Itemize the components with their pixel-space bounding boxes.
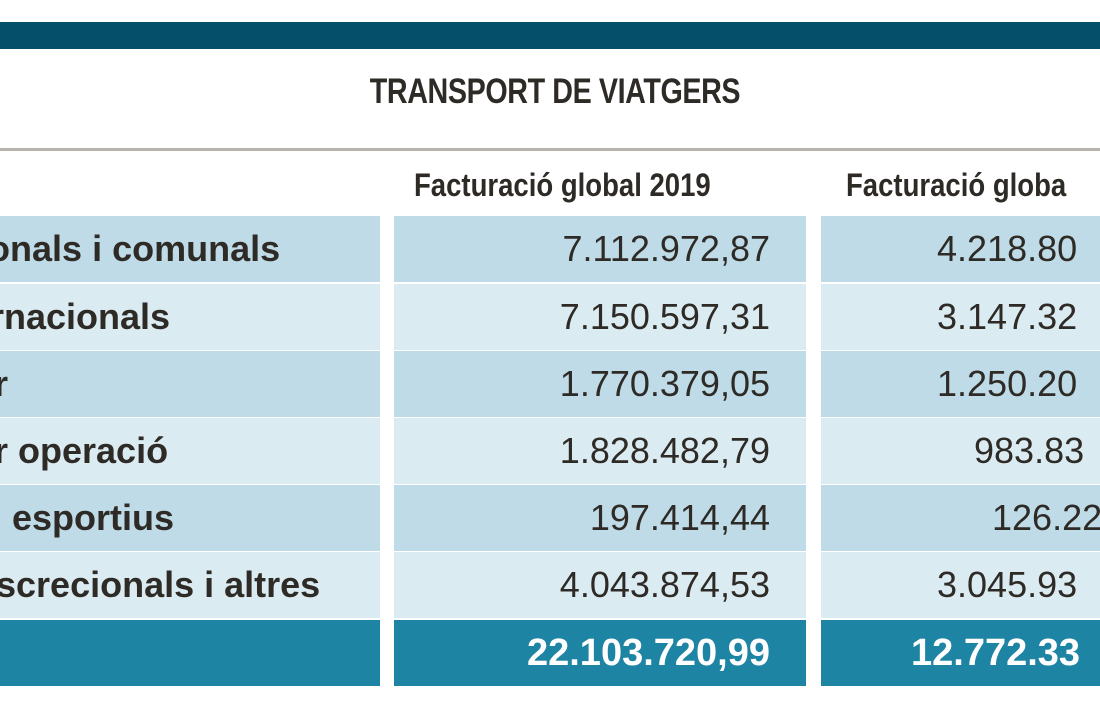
column-header-2020: Facturació globa (846, 167, 1067, 203)
total-value-2020: 12.772.33 (911, 632, 1081, 674)
row-value-2019: 4.043.874,53 (394, 552, 806, 618)
total-row: 22.103.720,99 12.772.33 (0, 620, 1100, 686)
row-value-2020-cell: 983.83 (821, 418, 1100, 484)
row-value-2020-cell: 4.218.80 (821, 216, 1100, 282)
column-header-2019: Facturació global 2019 (414, 167, 711, 203)
table-row: screcionals i altres 4.043.874,53 3.045.… (0, 552, 1100, 618)
table-row: acionals i comunals 7.112.972,87 4.218.8… (0, 216, 1100, 282)
total-label-cell (0, 620, 380, 686)
row-value-2020: 4.218.80 (937, 228, 1078, 269)
row-value-2020: 126.22 (992, 497, 1100, 538)
row-value-2019: 7.112.972,87 (394, 216, 806, 282)
row-label: ternacionals (0, 284, 380, 350)
total-value-2019: 22.103.720,99 (394, 620, 806, 686)
row-value-2020-cell: 1.250.20 (821, 351, 1100, 417)
header-divider (0, 148, 1100, 151)
row-value-2020-cell: 126.22 (821, 485, 1100, 551)
total-value-2020-cell: 12.772.33 (821, 620, 1100, 686)
row-value-2020: 983.83 (974, 430, 1085, 471)
row-value-2020: 3.147.32 (937, 296, 1078, 337)
table-row: r operació 1.828.482,79 983.83 (0, 418, 1100, 484)
table-row: esportius 197.414,44 126.22 (0, 485, 1100, 551)
row-value-2020: 1.250.20 (937, 363, 1078, 404)
row-value-2020-cell: 3.045.93 (821, 552, 1100, 618)
table-title: TRANSPORT DE VIATGERS (369, 72, 741, 111)
row-value-2019: 7.150.597,31 (394, 284, 806, 350)
row-value-2020: 3.045.93 (937, 564, 1078, 605)
row-value-2019: 1.770.379,05 (394, 351, 806, 417)
table-row: r 1.770.379,05 1.250.20 (0, 351, 1100, 417)
row-value-2019: 1.828.482,79 (394, 418, 806, 484)
top-color-bar (0, 22, 1100, 49)
table-row: ternacionals 7.150.597,31 3.147.32 (0, 284, 1100, 350)
row-value-2020-cell: 3.147.32 (821, 284, 1100, 350)
row-label: r (0, 351, 380, 417)
row-value-2019: 197.414,44 (394, 485, 806, 551)
row-label: r operació (0, 418, 380, 484)
row-label: esportius (0, 485, 380, 551)
row-label: acionals i comunals (0, 216, 380, 282)
row-label: screcionals i altres (0, 552, 380, 618)
